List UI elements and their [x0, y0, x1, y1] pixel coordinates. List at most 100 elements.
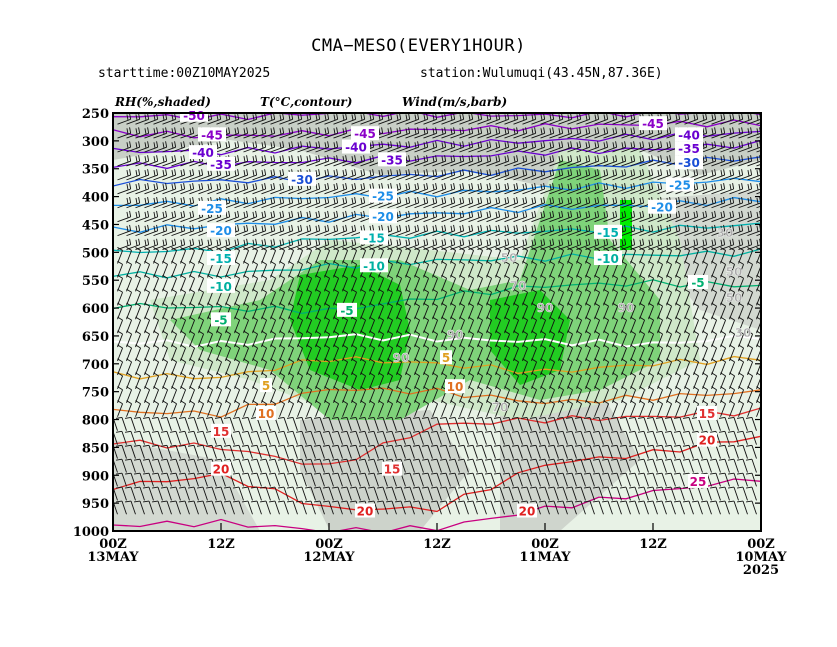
wind-barb — [529, 486, 541, 501]
wind-barb — [592, 486, 604, 501]
wind-barb — [628, 500, 640, 515]
wind-barb — [387, 127, 402, 139]
wind-barb — [729, 196, 744, 209]
temperature-label-bg — [378, 152, 406, 167]
wind-barb — [504, 400, 510, 417]
temperature-label: 10 — [258, 407, 275, 421]
wind-barb — [306, 210, 321, 223]
wind-barb — [630, 210, 645, 223]
wind-barb — [711, 196, 726, 209]
wind-barb — [477, 141, 492, 153]
wind-barb — [405, 224, 420, 237]
wind-barb — [369, 169, 384, 181]
temperature-label: -30 — [291, 173, 313, 187]
wind-barb — [646, 472, 658, 487]
wind-barb — [547, 500, 559, 515]
wind-barb — [459, 183, 474, 195]
wind-barb — [729, 113, 744, 125]
wind-barb — [441, 127, 456, 139]
wind-barb — [450, 155, 465, 167]
wind-barb — [115, 416, 127, 431]
wind-barb — [648, 141, 663, 153]
wind-barb — [142, 472, 154, 487]
wind-barb — [450, 196, 465, 209]
wind-barb — [520, 458, 532, 473]
wind-barb — [180, 183, 195, 195]
wind-barb — [675, 113, 690, 125]
wind-barb — [313, 416, 325, 431]
temperature-label-bg — [360, 258, 388, 273]
wind-barb — [151, 472, 163, 487]
wind-barb — [664, 416, 676, 431]
wind-barb — [178, 472, 190, 487]
rh-label: 90 — [447, 328, 464, 342]
temperature-label: -45 — [642, 117, 664, 131]
temperature-label: -10 — [363, 259, 385, 273]
wind-barb — [504, 127, 519, 139]
wind-barb — [567, 141, 582, 153]
wind-barb — [441, 210, 456, 223]
wind-barb — [565, 472, 577, 487]
wind-barb — [306, 113, 321, 125]
wind-barb — [376, 444, 388, 459]
rh-label: 30 — [735, 326, 752, 340]
wind-barb — [414, 169, 429, 181]
wind-barb — [576, 169, 591, 181]
wind-barb — [718, 472, 730, 487]
wind-barb — [178, 416, 190, 431]
wind-barb — [144, 210, 159, 223]
wind-barb — [504, 183, 519, 195]
wind-barb — [441, 113, 456, 125]
wind-barb — [594, 183, 609, 195]
temperature-label-bg — [688, 473, 708, 488]
wind-barb — [673, 458, 685, 473]
wind-barb — [477, 196, 492, 209]
wind-barb — [531, 224, 546, 237]
wind-barb — [594, 196, 609, 209]
wind-barb — [693, 113, 708, 125]
wind-barb — [171, 141, 186, 153]
wind-barb — [342, 196, 357, 209]
wind-barb — [756, 177, 761, 181]
wind-barb — [520, 430, 532, 445]
wind-barb — [342, 169, 357, 181]
wind-barb — [243, 113, 258, 125]
y-tick-label: 500 — [82, 246, 109, 261]
wind-barb — [241, 444, 253, 459]
wind-barb — [700, 458, 712, 473]
wind-barb — [720, 210, 735, 223]
wind-barb — [520, 416, 532, 431]
temperature-label: -20 — [651, 201, 673, 215]
wind-barb — [250, 444, 262, 459]
wind-barb — [144, 113, 159, 125]
wind-barb — [522, 210, 537, 223]
wind-barb — [540, 196, 555, 209]
wind-barb — [565, 444, 577, 459]
wind-barb — [432, 210, 447, 223]
wind-barb — [630, 400, 636, 417]
wind-barb — [457, 416, 469, 431]
wind-barb — [459, 127, 474, 139]
wind-barb — [601, 472, 613, 487]
x-tick-label: 00Z — [747, 537, 775, 552]
wind-barb — [261, 169, 276, 181]
wind-barb — [646, 430, 658, 445]
wind-barb — [682, 458, 694, 473]
wind-barb — [286, 472, 298, 487]
wind-barb — [468, 113, 483, 125]
wind-barb — [612, 400, 618, 417]
wind-barb — [702, 169, 717, 181]
wind-barb — [367, 444, 379, 459]
temperature-label: -15 — [363, 231, 385, 245]
wind-barb — [268, 458, 280, 473]
wind-barb — [709, 500, 721, 515]
wind-barb — [268, 472, 280, 487]
wind-barb — [646, 458, 658, 473]
temperature-label-bg — [337, 302, 357, 317]
wind-barb — [286, 430, 298, 445]
wind-barb — [331, 444, 343, 459]
wind-barb — [414, 196, 429, 209]
wind-barb — [259, 486, 271, 501]
wind-barb — [412, 444, 424, 459]
wind-barb — [297, 141, 312, 153]
